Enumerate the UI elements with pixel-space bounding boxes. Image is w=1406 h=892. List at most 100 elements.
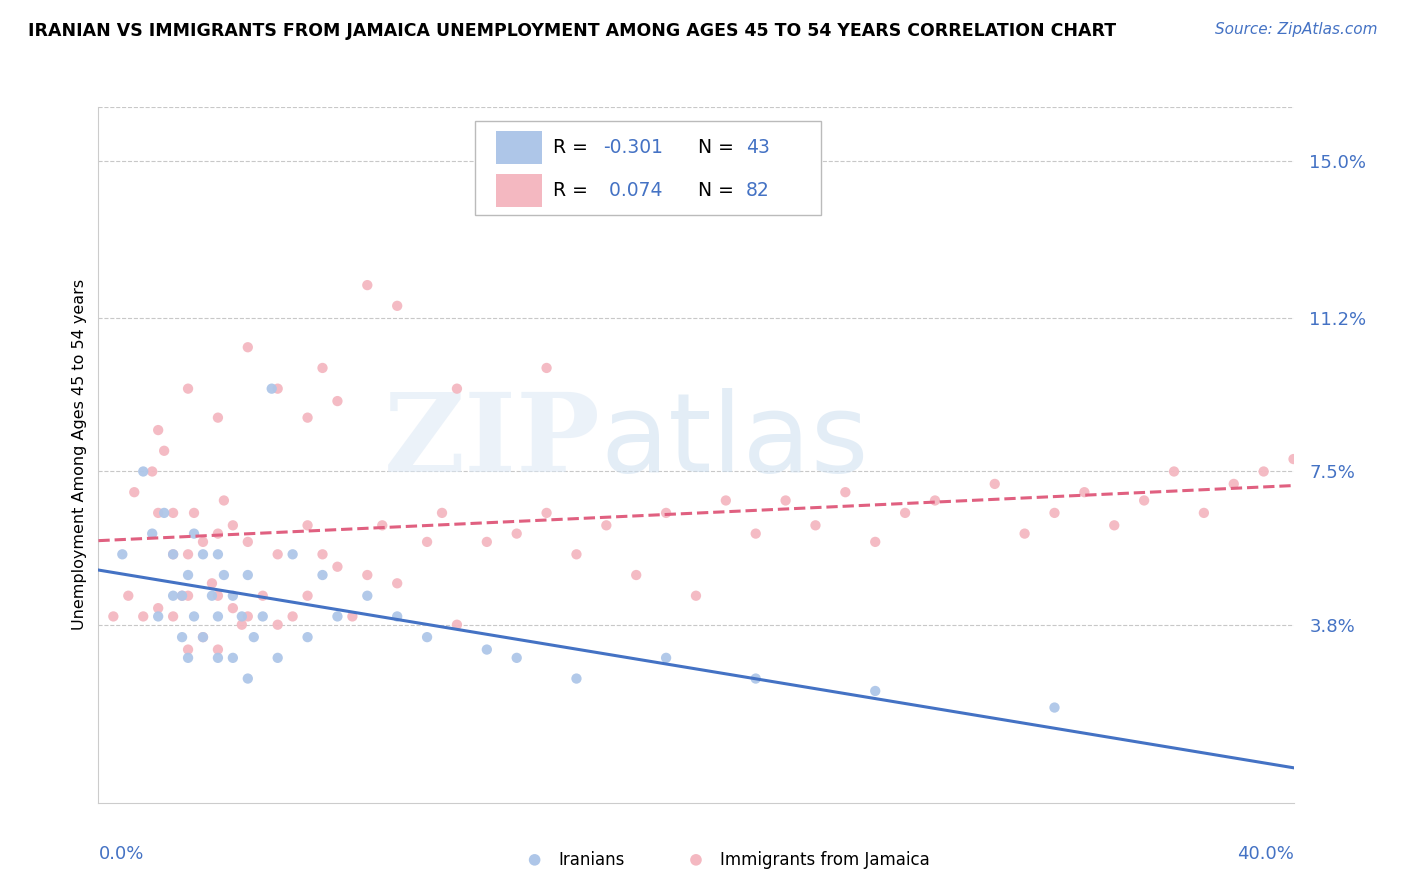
Point <box>385 609 409 624</box>
Point <box>1282 452 1305 467</box>
Point <box>172 630 194 644</box>
Point <box>371 518 394 533</box>
Point <box>356 589 378 603</box>
Point <box>267 617 290 632</box>
Point <box>141 526 163 541</box>
Text: 0.074: 0.074 <box>603 181 662 200</box>
Point <box>207 651 229 665</box>
Point <box>865 535 887 549</box>
Point <box>446 617 468 632</box>
Point <box>172 589 194 603</box>
Point <box>141 465 163 479</box>
Point <box>281 547 304 561</box>
Point <box>1043 506 1066 520</box>
Text: 43: 43 <box>747 137 770 157</box>
Point <box>342 609 364 624</box>
Point <box>595 518 617 533</box>
Point <box>983 477 1005 491</box>
Point <box>685 589 707 603</box>
Point <box>222 651 245 665</box>
Point <box>243 630 266 644</box>
Point <box>162 547 184 561</box>
Point <box>191 630 214 644</box>
Point <box>172 589 194 603</box>
Point <box>565 672 588 686</box>
Y-axis label: Unemployment Among Ages 45 to 54 years: Unemployment Among Ages 45 to 54 years <box>72 279 87 631</box>
Point <box>177 568 200 582</box>
Point <box>148 423 170 437</box>
Point <box>385 576 409 591</box>
Text: Immigrants from Jamaica: Immigrants from Jamaica <box>720 851 929 869</box>
Point <box>177 642 200 657</box>
Point <box>536 506 558 520</box>
Point <box>356 278 378 293</box>
Point <box>267 382 290 396</box>
Point <box>117 589 139 603</box>
Point <box>153 443 176 458</box>
Point <box>252 609 274 624</box>
Text: atlas: atlas <box>600 387 869 494</box>
Point <box>191 547 214 561</box>
Point <box>236 535 259 549</box>
Point <box>1073 485 1095 500</box>
Point <box>252 589 274 603</box>
Point <box>236 568 259 582</box>
Point <box>201 576 224 591</box>
Point <box>212 493 235 508</box>
Point <box>207 609 229 624</box>
Point <box>132 609 155 624</box>
Point <box>1133 493 1156 508</box>
Point <box>177 589 200 603</box>
Point <box>148 506 170 520</box>
Text: R =: R = <box>553 181 593 200</box>
Text: ZIP: ZIP <box>384 387 600 494</box>
Point <box>446 382 468 396</box>
Point <box>103 609 125 624</box>
Point <box>236 609 259 624</box>
Point <box>231 609 253 624</box>
Point <box>1192 506 1215 520</box>
Point <box>894 506 917 520</box>
Point <box>148 601 170 615</box>
Point <box>655 651 678 665</box>
Point <box>162 506 184 520</box>
Point <box>177 651 200 665</box>
Text: N =: N = <box>699 137 740 157</box>
Point <box>865 684 887 698</box>
Point <box>207 589 229 603</box>
Point <box>201 589 224 603</box>
Point <box>1104 518 1126 533</box>
Point <box>745 526 768 541</box>
Text: N =: N = <box>699 181 740 200</box>
Point <box>326 609 349 624</box>
Point <box>111 547 134 561</box>
Point <box>207 547 229 561</box>
Text: R =: R = <box>553 137 593 157</box>
Point <box>745 672 768 686</box>
Point <box>236 340 259 354</box>
Text: 82: 82 <box>747 181 770 200</box>
Point <box>1014 526 1036 541</box>
Point <box>222 518 245 533</box>
Text: IRANIAN VS IMMIGRANTS FROM JAMAICA UNEMPLOYMENT AMONG AGES 45 TO 54 YEARS CORREL: IRANIAN VS IMMIGRANTS FROM JAMAICA UNEMP… <box>28 22 1116 40</box>
Point <box>207 526 229 541</box>
Point <box>565 547 588 561</box>
Point <box>153 506 176 520</box>
Point <box>191 535 214 549</box>
Point <box>416 630 439 644</box>
Point <box>475 642 498 657</box>
Point <box>430 506 453 520</box>
Point <box>655 506 678 520</box>
Point <box>148 609 170 624</box>
Point <box>506 526 529 541</box>
Point <box>124 485 146 500</box>
Point <box>177 382 200 396</box>
Text: Iranians: Iranians <box>558 851 624 869</box>
Point <box>311 547 333 561</box>
Point <box>207 642 229 657</box>
Point <box>475 535 498 549</box>
Point <box>1163 465 1185 479</box>
Point <box>207 410 229 425</box>
Point <box>260 382 283 396</box>
Point <box>297 589 319 603</box>
